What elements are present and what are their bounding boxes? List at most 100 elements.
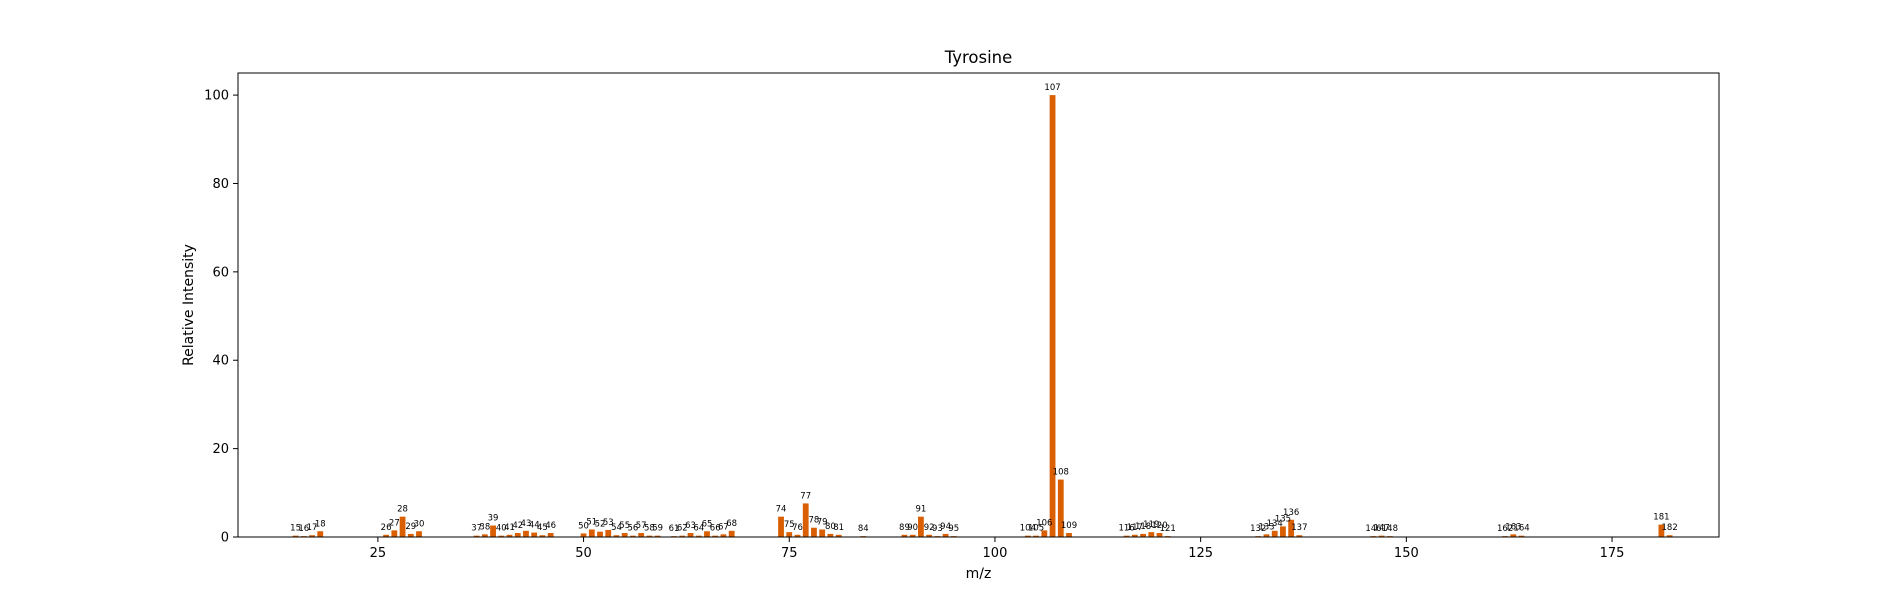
peak-label-mz-119: 119 [1143, 520, 1159, 530]
peak-label-mz-182: 182 [1662, 523, 1678, 533]
peak-label-mz-37: 37 [471, 524, 482, 534]
peak-label-mz-29: 29 [405, 522, 416, 532]
bar-mz-76 [794, 534, 801, 537]
peak-label-mz-76: 76 [792, 523, 803, 533]
bar-mz-27 [391, 530, 398, 537]
peak-label-mz-137: 137 [1291, 523, 1307, 533]
peak-label-mz-41: 41 [504, 523, 515, 533]
peak-label-mz-54: 54 [611, 523, 622, 533]
peak-label-mz-40: 40 [496, 524, 507, 534]
bar-mz-118 [1140, 533, 1146, 537]
peak-label-mz-30: 30 [414, 519, 425, 529]
peak-label-mz-26: 26 [381, 523, 392, 533]
peak-label-mz-43: 43 [521, 519, 532, 529]
peak-label-mz-148: 148 [1382, 524, 1398, 534]
peak-label-mz-91: 91 [915, 505, 926, 515]
peak-label-mz-17: 17 [307, 523, 318, 533]
bar-mz-37 [473, 535, 480, 537]
bar-mz-42 [514, 533, 521, 537]
peak-label-mz-104: 104 [1020, 524, 1036, 534]
peak-label-mz-45: 45 [537, 523, 548, 533]
bar-mz-81 [835, 534, 842, 537]
bar-mz-90 [909, 534, 916, 537]
peak-label-mz-109: 109 [1061, 521, 1077, 531]
peak-label-mz-105: 105 [1028, 524, 1044, 534]
x-tick-label: 150 [1394, 546, 1419, 561]
peak-label-mz-46: 46 [545, 521, 556, 531]
peak-label-mz-117: 117 [1127, 523, 1143, 533]
bar-mz-91 [918, 516, 924, 537]
peak-label-mz-62: 62 [677, 524, 688, 534]
peak-label-mz-66: 66 [710, 524, 721, 534]
bar-mz-135 [1280, 526, 1286, 537]
bar-mz-109 [1066, 533, 1072, 537]
bar-mz-80 [827, 533, 834, 537]
bar-mz-38 [481, 534, 488, 537]
peak-label-mz-42: 42 [512, 521, 523, 531]
x-tick-label: 125 [1188, 546, 1213, 561]
bar-mz-41 [506, 534, 513, 537]
bar-mz-55 [621, 533, 628, 537]
bar-mz-29 [407, 533, 414, 537]
peak-label-mz-162: 162 [1497, 524, 1513, 534]
bar-mz-92 [926, 534, 933, 537]
peak-label-mz-52: 52 [595, 520, 606, 530]
bar-mz-120 [1156, 533, 1163, 537]
peak-label-mz-94: 94 [940, 522, 951, 532]
bar-mz-40 [498, 535, 505, 537]
peak-label-mz-108: 108 [1053, 468, 1069, 478]
bar-mz-51 [588, 529, 595, 537]
peak-label-mz-50: 50 [578, 521, 589, 531]
bar-mz-30 [416, 531, 422, 537]
peak-label-mz-107: 107 [1044, 83, 1060, 93]
bar-mz-26 [383, 534, 389, 537]
peak-label-mz-121: 121 [1160, 524, 1176, 534]
bar-mz-52 [597, 531, 603, 537]
bar-mz-108 [1057, 479, 1064, 537]
chart-title: Tyrosine [944, 48, 1013, 67]
peak-label-mz-28: 28 [397, 505, 408, 515]
bar-mz-164 [1518, 535, 1525, 537]
bar-mz-181 [1658, 524, 1665, 537]
peak-label-mz-132: 132 [1250, 524, 1266, 534]
bar-mz-106 [1041, 530, 1048, 537]
peak-label-mz-95: 95 [948, 524, 959, 534]
bar-mz-104 [1024, 535, 1031, 537]
peak-label-mz-53: 53 [603, 518, 614, 528]
y-tick-label: 0 [221, 531, 229, 546]
bar-mz-66 [712, 535, 719, 537]
peak-label-mz-79: 79 [817, 517, 828, 527]
bar-mz-77 [802, 503, 809, 537]
peak-label-mz-120: 120 [1151, 521, 1167, 531]
bar-mz-67 [720, 534, 727, 537]
peak-label-mz-18: 18 [315, 519, 326, 529]
bar-mz-147 [1378, 535, 1385, 537]
bar-mz-65 [704, 531, 710, 537]
x-axis-title: m/z [966, 566, 992, 582]
y-axis: 0 20 40 60 80 100 [204, 89, 238, 546]
peak-label-mz-75: 75 [784, 520, 795, 530]
bar-mz-94 [942, 533, 949, 537]
plot-frame [237, 72, 1720, 538]
bar-mz-57 [638, 533, 645, 537]
peak-label-mz-51: 51 [586, 517, 597, 527]
bar-mz-43 [523, 530, 529, 537]
peak-label-mz-89: 89 [899, 523, 910, 533]
x-tick-label: 175 [1600, 546, 1625, 561]
bar-mz-50 [580, 533, 587, 537]
peak-label-mz-81: 81 [833, 523, 844, 533]
bar-mz-68 [728, 530, 735, 537]
peak-label-mz-56: 56 [628, 524, 639, 534]
bar-mz-58 [646, 535, 653, 537]
bar-mz-116 [1123, 535, 1130, 537]
peak-label-mz-77: 77 [800, 491, 811, 501]
peak-label-mz-27: 27 [389, 518, 400, 528]
peak-label-mz-135: 135 [1275, 514, 1291, 524]
bar-mz-79 [819, 529, 826, 537]
peak-label-mz-147: 147 [1374, 524, 1390, 534]
peak-label-mz-15: 15 [290, 524, 301, 534]
bar-mz-45 [539, 535, 546, 537]
peak-label-mz-68: 68 [726, 519, 737, 529]
bar-mz-28 [399, 516, 406, 537]
